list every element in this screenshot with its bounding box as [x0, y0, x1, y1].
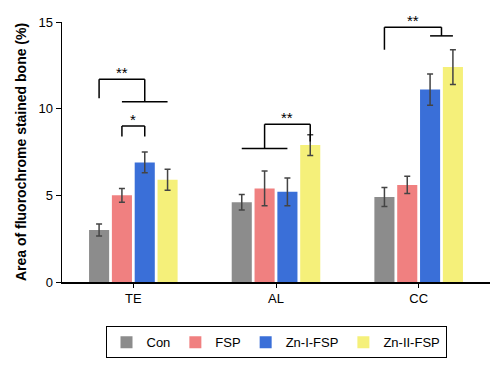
svg-text:FSP: FSP: [215, 335, 240, 350]
svg-text:0: 0: [46, 275, 53, 290]
svg-text:CC: CC: [409, 291, 428, 306]
svg-text:*: *: [130, 111, 136, 128]
svg-text:Con: Con: [147, 335, 171, 350]
svg-text:**: **: [407, 12, 419, 29]
svg-text:**: **: [281, 109, 293, 126]
svg-text:Area of fluorochrome stained b: Area of fluorochrome stained bone (%): [13, 23, 29, 281]
svg-text:15: 15: [38, 15, 52, 30]
svg-text:10: 10: [38, 101, 52, 116]
svg-text:TE: TE: [125, 291, 142, 306]
svg-text:Zn-I-FSP: Zn-I-FSP: [286, 335, 339, 350]
svg-text:5: 5: [46, 188, 53, 203]
svg-text:AL: AL: [268, 291, 284, 306]
svg-text:Zn-II-FSP: Zn-II-FSP: [383, 335, 439, 350]
svg-text:**: **: [116, 64, 128, 81]
